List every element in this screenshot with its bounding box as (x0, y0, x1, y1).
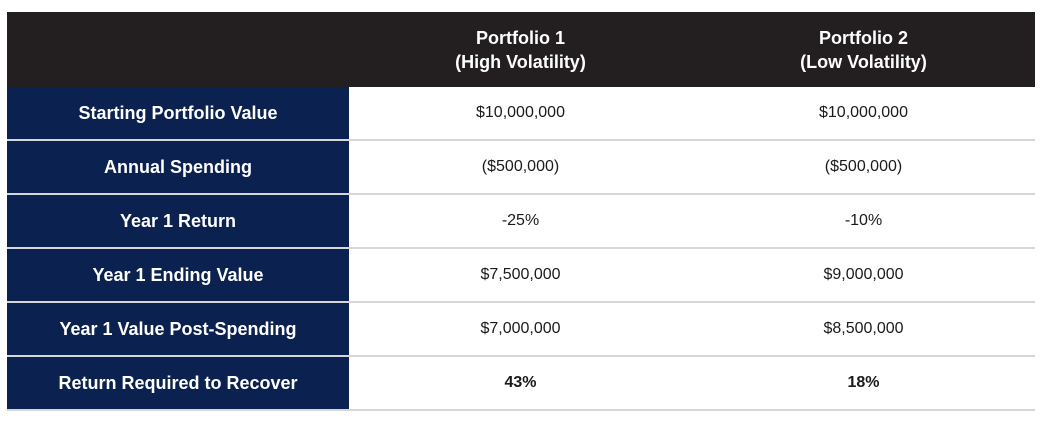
header-portfolio-2: Portfolio 2 (Low Volatility) (692, 12, 1035, 87)
header-portfolio-1-title: Portfolio 1 (476, 27, 565, 48)
row-label: Year 1 Return (7, 195, 349, 247)
portfolio-1-value: $7,500,000 (349, 249, 692, 301)
header-portfolio-2-title: Portfolio 2 (819, 27, 908, 48)
table-row: Year 1 Value Post-Spending $7,000,000 $8… (7, 303, 1035, 357)
table-row: Return Required to Recover 43% 18% (7, 357, 1035, 411)
row-label: Year 1 Ending Value (7, 249, 349, 301)
portfolio-1-value: ($500,000) (349, 141, 692, 193)
header-portfolio-1-subtitle: (High Volatility) (455, 51, 586, 72)
table-row: Annual Spending ($500,000) ($500,000) (7, 141, 1035, 195)
portfolio-2-value: ($500,000) (692, 141, 1035, 193)
portfolio-2-value: $9,000,000 (692, 249, 1035, 301)
header-empty-cell (7, 12, 349, 87)
portfolio-1-value: $7,000,000 (349, 303, 692, 355)
table-row: Starting Portfolio Value $10,000,000 $10… (7, 87, 1035, 141)
portfolio-1-value: $10,000,000 (349, 87, 692, 139)
table-row: Year 1 Return -25% -10% (7, 195, 1035, 249)
row-label: Annual Spending (7, 141, 349, 193)
portfolio-comparison-table: Portfolio 1 (High Volatility) Portfolio … (7, 12, 1035, 411)
portfolio-1-value: 43% (349, 357, 692, 409)
table-row: Year 1 Ending Value $7,500,000 $9,000,00… (7, 249, 1035, 303)
header-portfolio-2-subtitle: (Low Volatility) (800, 51, 927, 72)
portfolio-2-value: 18% (692, 357, 1035, 409)
row-label: Year 1 Value Post-Spending (7, 303, 349, 355)
row-label: Starting Portfolio Value (7, 87, 349, 139)
portfolio-2-value: $10,000,000 (692, 87, 1035, 139)
header-portfolio-1: Portfolio 1 (High Volatility) (349, 12, 692, 87)
portfolio-2-value: $8,500,000 (692, 303, 1035, 355)
table-header: Portfolio 1 (High Volatility) Portfolio … (7, 12, 1035, 87)
portfolio-2-value: -10% (692, 195, 1035, 247)
portfolio-1-value: -25% (349, 195, 692, 247)
row-label: Return Required to Recover (7, 357, 349, 409)
